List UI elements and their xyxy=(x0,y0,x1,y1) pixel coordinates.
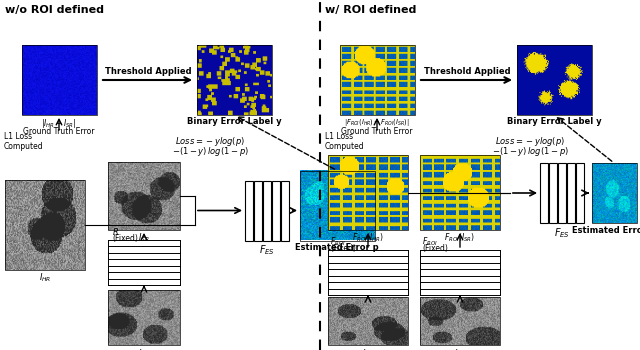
Text: $R$: $R$ xyxy=(112,226,119,237)
Bar xyxy=(263,181,271,240)
Text: $I_{HR}$: $I_{HR}$ xyxy=(39,272,51,285)
Text: $-(1-y)\,log(1-p)$: $-(1-y)\,log(1-p)$ xyxy=(492,145,568,158)
Text: Binary Error Label y: Binary Error Label y xyxy=(187,117,282,126)
Bar xyxy=(272,181,280,240)
Bar xyxy=(517,45,592,115)
Text: $I_{SR}$: $I_{SR}$ xyxy=(138,232,150,245)
Text: w/ ROI defined: w/ ROI defined xyxy=(325,5,417,15)
Bar xyxy=(549,163,557,223)
Text: $\mathit{F}_{ES}$: $\mathit{F}_{ES}$ xyxy=(554,226,570,240)
Text: $I_{SR}$: $I_{SR}$ xyxy=(454,347,466,350)
Bar xyxy=(420,155,500,230)
Text: $F_{ROI}$: $F_{ROI}$ xyxy=(422,236,438,248)
Text: $F_{ROI}(I_{HR})$: $F_{ROI}(I_{HR})$ xyxy=(352,232,384,245)
Bar xyxy=(108,290,180,345)
Text: Threshold Applied: Threshold Applied xyxy=(424,67,510,76)
Bar xyxy=(22,45,97,115)
Text: $-(1-y)\,log(1-p)$: $-(1-y)\,log(1-p)$ xyxy=(172,145,248,158)
Bar xyxy=(300,170,375,240)
Bar xyxy=(281,181,289,240)
Text: (Fixed): (Fixed) xyxy=(330,244,356,253)
Text: $|F_{ROI}(I_{HR}) - F_{ROI}(I_{SR})|$: $|F_{ROI}(I_{HR}) - F_{ROI}(I_{SR})|$ xyxy=(344,117,410,128)
Text: (Fixed): (Fixed) xyxy=(112,234,138,243)
Text: $F_{ROI}(I_{SR})$: $F_{ROI}(I_{SR})$ xyxy=(445,232,476,245)
Bar xyxy=(420,297,500,345)
Text: $F_{ROI}$: $F_{ROI}$ xyxy=(330,236,346,248)
Bar xyxy=(567,163,575,223)
Bar xyxy=(340,45,415,115)
Text: L1 Loss
Computed: L1 Loss Computed xyxy=(325,132,365,152)
Bar xyxy=(558,163,566,223)
Text: (Fixed): (Fixed) xyxy=(422,244,448,253)
Text: $|I_{HR} - I_{SR}|$: $|I_{HR} - I_{SR}|$ xyxy=(42,117,77,130)
Text: Threshold Applied: Threshold Applied xyxy=(105,67,191,76)
Bar xyxy=(576,163,584,223)
Bar xyxy=(328,155,408,230)
Bar xyxy=(245,181,253,240)
Text: $I_{LR}$: $I_{LR}$ xyxy=(138,347,150,350)
Text: L1 Loss
Computed: L1 Loss Computed xyxy=(4,132,44,152)
Text: Estimated Error p: Estimated Error p xyxy=(295,244,379,252)
Text: Ground Truth Error: Ground Truth Error xyxy=(23,127,95,136)
Text: $Loss = -ylog(p)$: $Loss = -ylog(p)$ xyxy=(495,135,565,148)
Bar xyxy=(592,163,637,223)
Text: $\mathit{F}_{ES}$: $\mathit{F}_{ES}$ xyxy=(259,244,275,257)
Text: Binary Error Label y: Binary Error Label y xyxy=(507,117,602,126)
Bar xyxy=(540,163,548,223)
Text: w/o ROI defined: w/o ROI defined xyxy=(5,5,104,15)
Bar xyxy=(108,162,180,230)
Text: $I_{HR}$: $I_{HR}$ xyxy=(362,347,374,350)
Text: Ground Truth Error: Ground Truth Error xyxy=(341,127,413,136)
Bar xyxy=(197,45,272,115)
Bar xyxy=(5,180,85,270)
Text: $Loss = -ylog(p)$: $Loss = -ylog(p)$ xyxy=(175,135,245,148)
Bar xyxy=(328,297,408,345)
Text: Estimated Error p: Estimated Error p xyxy=(572,226,640,235)
Bar xyxy=(254,181,262,240)
